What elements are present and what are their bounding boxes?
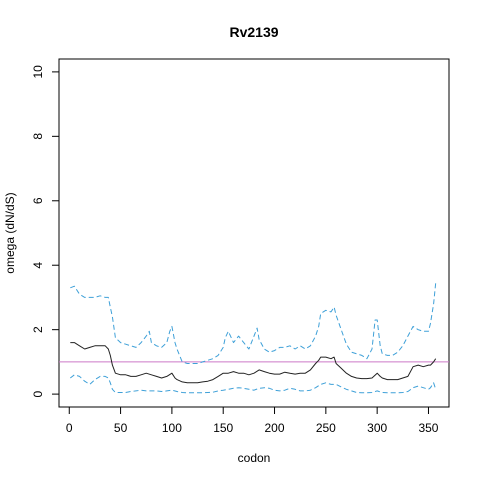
y-tick-label: 6 (31, 197, 45, 204)
chart-title: Rv2139 (229, 24, 278, 40)
series-line-lower (69, 374, 437, 394)
series-line-upper (70, 282, 437, 364)
y-tick-label: 10 (31, 65, 45, 79)
y-tick-label: 8 (31, 133, 45, 140)
series-layer (69, 282, 437, 394)
x-tick-label: 250 (316, 421, 336, 435)
x-tick-label: 150 (213, 421, 233, 435)
y-axis: 0 2 4 6 8 10 (31, 65, 60, 397)
x-axis-label: codon (238, 451, 271, 465)
x-tick-label: 100 (162, 421, 182, 435)
plot-frame (58, 58, 450, 408)
x-tick-label: 350 (418, 421, 438, 435)
y-tick-label: 4 (31, 262, 45, 269)
x-axis: 0 50 100 150 200 250 300 350 (66, 406, 439, 435)
x-tick-label: 0 (66, 421, 73, 435)
series-line-estimate (70, 342, 437, 384)
x-tick-label: 300 (367, 421, 387, 435)
y-tick-label: 0 (31, 390, 45, 397)
x-tick-label: 200 (265, 421, 285, 435)
y-axis-label: omega (dN/dS) (3, 192, 17, 273)
y-tick-label: 2 (31, 326, 45, 333)
x-tick-label: 50 (114, 421, 128, 435)
